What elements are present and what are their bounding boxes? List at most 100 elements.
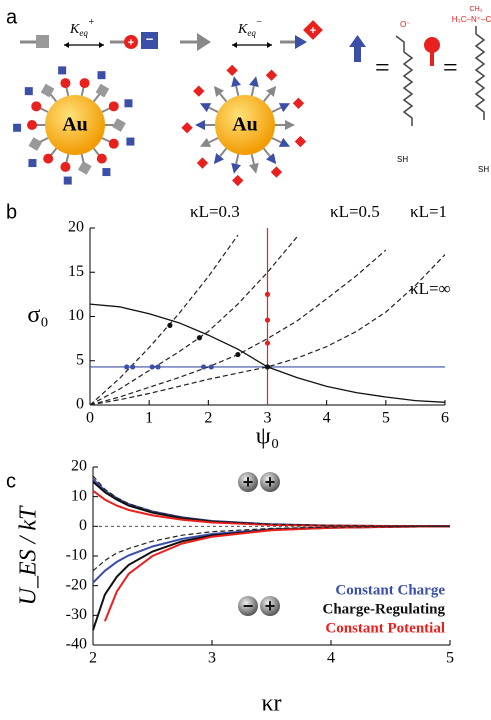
charge-icon [238, 596, 258, 616]
chem: CH₃ [470, 6, 483, 13]
keq: Keq+ [69, 17, 95, 38]
y-tick-label: 10 [68, 307, 84, 324]
legend-entry: Charge-Regulating [323, 601, 446, 617]
counter-ion [126, 137, 135, 146]
charge-icon [238, 472, 258, 492]
marker [149, 364, 155, 370]
ligand-head [43, 153, 54, 164]
x-tick-label: 5 [446, 650, 454, 667]
marker [196, 335, 203, 341]
series-label: κL=0.3 [190, 202, 240, 221]
counter-ion [24, 87, 33, 96]
chem: SH [478, 165, 489, 174]
ligand-head [231, 76, 241, 88]
ligand [250, 154, 255, 165]
y-tick-label: 15 [68, 263, 84, 280]
ligand-head [199, 137, 212, 147]
x-tick-label: 3 [208, 650, 216, 667]
ligand [208, 106, 219, 113]
sign: + [310, 25, 316, 37]
core-label: Au [232, 114, 258, 136]
marker [201, 364, 207, 370]
marker [155, 364, 161, 370]
ligand-head [278, 137, 291, 147]
series-label: κL=0.5 [330, 202, 380, 221]
y-tick-label: 20 [68, 219, 84, 236]
ligand-head [249, 162, 259, 174]
series-line [92, 489, 451, 528]
chem: H₃C–N⁺–CH₃ [452, 15, 491, 24]
charge-sign: + [265, 472, 276, 492]
x-tick-label: 4 [327, 650, 335, 667]
counter-ion [265, 69, 278, 81]
ligand-head [79, 78, 90, 89]
series-line [89, 236, 298, 406]
ligand-head [27, 120, 37, 130]
panel-label: b [6, 201, 17, 223]
ligand-head [199, 103, 212, 113]
ligand [250, 85, 255, 96]
chem: SH [397, 155, 408, 164]
ligand [235, 85, 240, 96]
sign: − [146, 31, 154, 46]
series-line [89, 254, 446, 406]
ligand-head [60, 78, 71, 89]
counter-ion [226, 64, 238, 77]
ligand-head [96, 153, 107, 164]
counter-ion [97, 71, 106, 80]
marker [264, 291, 271, 297]
series-line [92, 475, 451, 527]
marker [124, 364, 130, 370]
ligand-head [95, 83, 110, 98]
core-label: Au [62, 114, 88, 136]
ligand-head [266, 153, 277, 165]
y-axis-label: U_ES / kT [16, 505, 42, 605]
y-tick-label: -40 [66, 636, 87, 653]
ligand [271, 137, 282, 144]
charge-icon [260, 472, 280, 492]
charge-sign: + [265, 596, 276, 616]
x-axis-label: κr [261, 691, 281, 717]
ligand-head [213, 153, 224, 165]
ligand [271, 106, 282, 113]
marker [264, 317, 271, 323]
series-line [89, 234, 239, 406]
x-tick-label: 2 [89, 650, 97, 667]
counter-ion [196, 157, 209, 169]
panel-a: a Keq+ + − Keq− + Au Au = O⁻ SH = CH₃ H₃… [6, 6, 491, 187]
counter-ion [294, 135, 307, 148]
ligand [219, 147, 228, 157]
x-tick-label: 2 [204, 410, 212, 427]
counter-ion [270, 166, 283, 178]
ligand-head [108, 101, 119, 112]
x-tick-label: 5 [382, 410, 390, 427]
series-line [92, 525, 451, 572]
marker [264, 364, 271, 370]
x-tick-label: 1 [145, 410, 153, 427]
marker [130, 364, 136, 370]
y-tick-label: 20 [71, 458, 87, 475]
ligand [219, 93, 228, 103]
marker [208, 364, 214, 370]
panel-label: a [6, 6, 18, 28]
counter-ion [181, 122, 193, 134]
counter-ion [193, 85, 205, 97]
ligand-head [195, 120, 205, 130]
ligand-head [249, 76, 259, 88]
marker [264, 340, 271, 346]
y-tick-label: 10 [71, 487, 87, 504]
ligand-head [28, 137, 43, 151]
marker [167, 322, 173, 328]
x-axis-label: ψ₀ [256, 424, 279, 450]
legend-entry: Constant Charge [335, 582, 445, 598]
counter-ion [28, 159, 37, 168]
counter-ion [292, 97, 305, 109]
counter-ion [124, 99, 133, 108]
counter-ion [102, 168, 111, 177]
sign: + [128, 37, 134, 49]
ligand-head [60, 161, 71, 172]
ligand-head [108, 138, 119, 149]
series-label: κL=∞ [410, 279, 451, 298]
y-axis-label: σ₀ [27, 302, 48, 328]
x-tick-label: 0 [86, 410, 94, 427]
